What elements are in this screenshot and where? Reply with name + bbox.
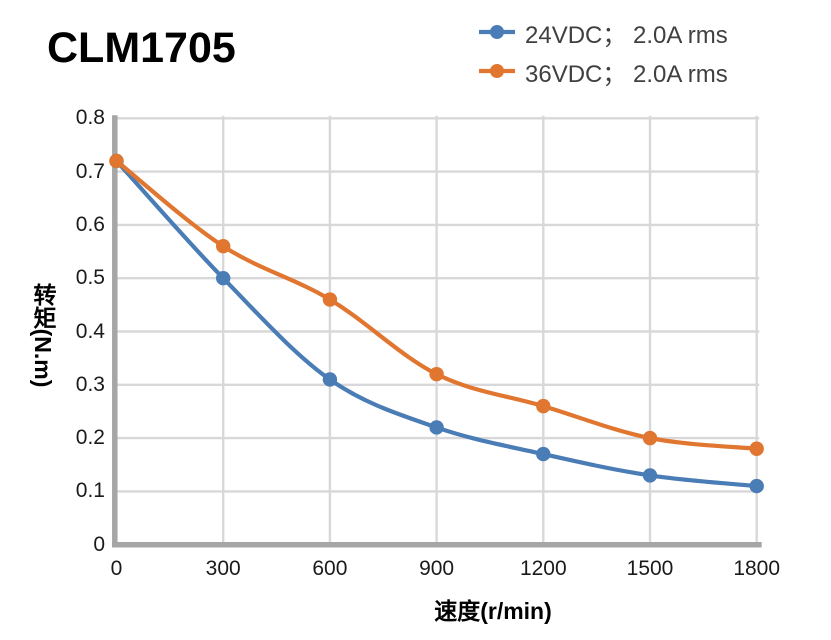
series-marker-0 (216, 271, 231, 286)
y-axis-title: 转矩(N.m) (30, 282, 56, 388)
series-marker-1 (642, 430, 658, 446)
x-tick-label: 1500 (626, 557, 674, 580)
series-marker-1 (536, 398, 551, 414)
series-marker-0 (536, 446, 551, 462)
y-tick-label: 0.7 (75, 159, 105, 183)
x-tick-label: 300 (205, 557, 241, 580)
legend-marker-icon (479, 25, 515, 39)
series-marker-0 (642, 468, 658, 483)
series-marker-1 (322, 292, 338, 307)
series-marker-0 (429, 420, 444, 435)
y-tick-label: 0.5 (75, 266, 105, 290)
legend-marker-icon (479, 64, 515, 78)
x-tick-label: 1200 (519, 557, 567, 580)
legend-label: 36VDC； 2.0A rms (525, 60, 728, 88)
y-tick-label: 0.6 (75, 212, 105, 236)
x-tick-label: 600 (312, 557, 348, 580)
y-tick-label: 0.2 (75, 426, 105, 450)
series-marker-1 (429, 366, 444, 382)
x-tick-label: 0 (110, 557, 123, 580)
y-tick-label: 0.8 (75, 106, 105, 130)
x-tick-label: 1800 (733, 557, 781, 580)
y-tick-label: 0.4 (75, 319, 105, 343)
x-tick-label: 900 (419, 557, 455, 580)
series-marker-1 (749, 441, 764, 456)
y-tick-label: 0.3 (75, 372, 105, 396)
series-marker-0 (749, 478, 764, 494)
legend: 24VDC； 2.0A rms 36VDC； 2.0A rms (478, 15, 728, 88)
chart-title: CLM1705 (47, 24, 236, 72)
series-marker-1 (109, 153, 124, 169)
y-tick-label: 0.1 (75, 479, 105, 503)
x-axis-title: 速度(r/min) (434, 598, 552, 624)
series-marker-1 (216, 239, 231, 254)
legend-label: 24VDC； 2.0A rms (525, 21, 728, 49)
legend-item-0: 24VDC； 2.0A rms (478, 15, 728, 49)
y-tick-label: 0 (93, 532, 105, 556)
series-marker-0 (322, 372, 338, 387)
legend-item-1: 36VDC； 2.0A rms (478, 54, 728, 88)
